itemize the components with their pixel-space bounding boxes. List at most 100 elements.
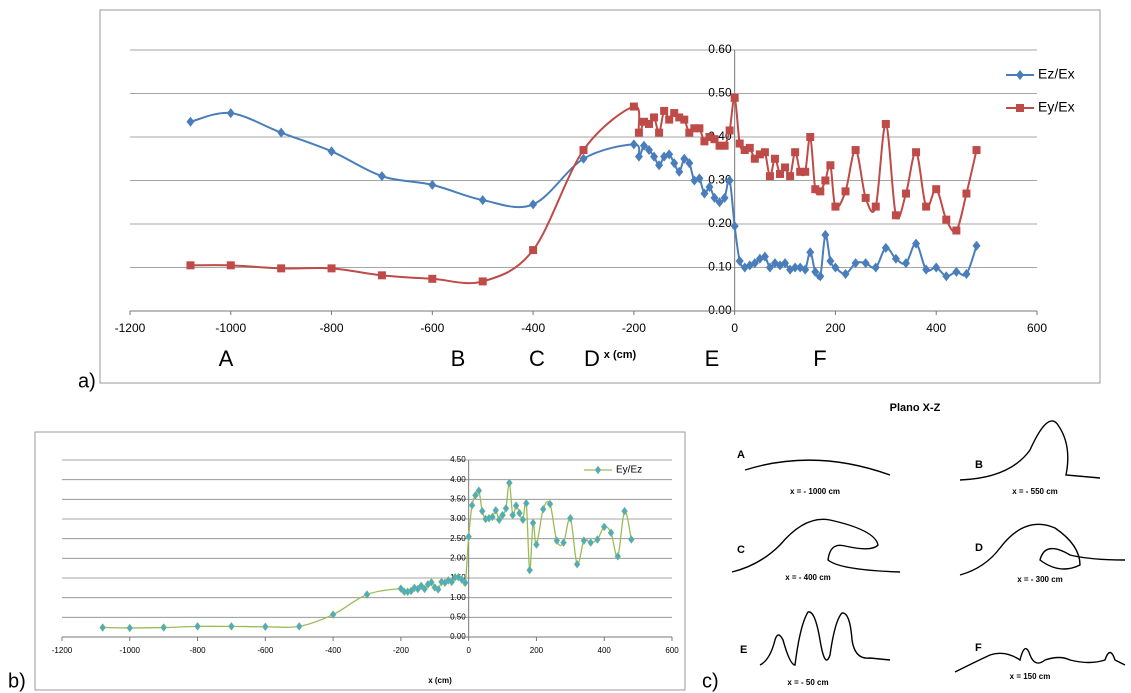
diagram-letter: C <box>737 544 745 556</box>
marker <box>639 140 648 151</box>
marker <box>725 126 734 135</box>
marker <box>1016 70 1024 80</box>
marker <box>831 262 840 273</box>
marker <box>553 536 561 546</box>
marker <box>841 269 850 280</box>
y-tick-label: 0.20 <box>708 216 732 230</box>
panel-label: a) <box>78 370 96 392</box>
marker <box>650 113 659 122</box>
marker <box>277 127 286 138</box>
annotation: F <box>813 346 826 371</box>
marker <box>492 505 500 515</box>
marker <box>675 166 684 177</box>
sketch-d <box>959 523 1126 576</box>
marker <box>655 160 664 171</box>
panel-label: c) <box>702 670 719 692</box>
marker <box>705 133 714 141</box>
diagram-caption: x = - 400 cm <box>785 573 831 582</box>
marker <box>700 188 709 199</box>
marker <box>579 153 588 164</box>
marker <box>912 148 921 157</box>
x-tick-label: -800 <box>320 321 344 335</box>
marker <box>972 146 981 155</box>
marker <box>750 154 759 163</box>
marker <box>529 199 538 210</box>
marker <box>760 148 769 157</box>
marker <box>495 515 503 525</box>
marker <box>228 621 235 631</box>
marker <box>594 465 602 475</box>
y-tick-label: 0.60 <box>708 42 732 56</box>
diagram-caption: x = 150 cm <box>1010 672 1051 681</box>
diagram-caption: x = - 50 cm <box>787 678 828 687</box>
marker <box>745 143 754 152</box>
diagram-letter: A <box>737 449 745 461</box>
marker <box>99 623 106 632</box>
marker <box>277 264 286 273</box>
marker <box>519 515 527 525</box>
marker <box>891 211 900 220</box>
marker <box>942 271 951 282</box>
marker <box>434 584 442 594</box>
marker <box>710 192 719 203</box>
marker <box>526 565 533 575</box>
sketch-b <box>959 420 1101 481</box>
marker <box>755 253 764 264</box>
marker <box>801 167 810 176</box>
marker <box>786 172 795 181</box>
annotation: B <box>451 346 466 371</box>
y-tick-label: 0.50 <box>708 86 732 100</box>
marker <box>776 169 785 178</box>
marker <box>428 179 437 190</box>
marker <box>811 185 820 194</box>
marker <box>730 221 739 232</box>
marker <box>922 202 931 211</box>
marker <box>816 187 825 196</box>
marker <box>634 151 643 162</box>
marker <box>665 115 674 124</box>
x-tick-label: -1200 <box>115 321 146 335</box>
marker <box>660 106 669 115</box>
marker <box>468 500 476 510</box>
marker <box>816 271 825 282</box>
x-tick-label: 600 <box>665 646 679 655</box>
annotation: D <box>584 346 600 371</box>
marker <box>522 498 530 508</box>
diagram-caption: x = - 300 cm <box>1017 575 1063 584</box>
marker <box>1016 104 1024 112</box>
legend-label: Ey/Ez <box>616 465 642 476</box>
marker <box>725 175 734 186</box>
marker <box>715 197 724 208</box>
marker <box>475 486 483 496</box>
marker <box>327 264 336 273</box>
marker <box>650 151 659 162</box>
marker <box>851 146 860 155</box>
x-tick-label: -600 <box>420 321 444 335</box>
y-tick-label: 2.00 <box>450 553 466 562</box>
marker <box>614 551 622 561</box>
marker <box>972 240 981 251</box>
marker <box>755 150 764 159</box>
diagram-letter: E <box>740 644 747 656</box>
marker <box>567 513 574 523</box>
y-tick-label: 1.00 <box>450 593 466 602</box>
marker <box>791 262 800 273</box>
marker <box>740 146 749 155</box>
marker <box>861 258 870 269</box>
y-tick-label: 4.50 <box>450 455 466 464</box>
diagram-letter: D <box>975 542 983 554</box>
marker <box>881 242 890 253</box>
marker <box>327 146 336 157</box>
marker <box>670 158 679 169</box>
marker <box>502 503 510 513</box>
marker <box>363 590 371 599</box>
marker <box>826 255 835 266</box>
y-tick-label: 3.50 <box>450 494 466 503</box>
marker <box>715 141 724 150</box>
marker <box>489 512 496 522</box>
marker <box>665 149 674 160</box>
y-tick-label: 2.50 <box>450 534 466 543</box>
marker <box>851 258 860 269</box>
marker <box>600 522 608 532</box>
y-tick-label: 4.00 <box>450 475 466 484</box>
